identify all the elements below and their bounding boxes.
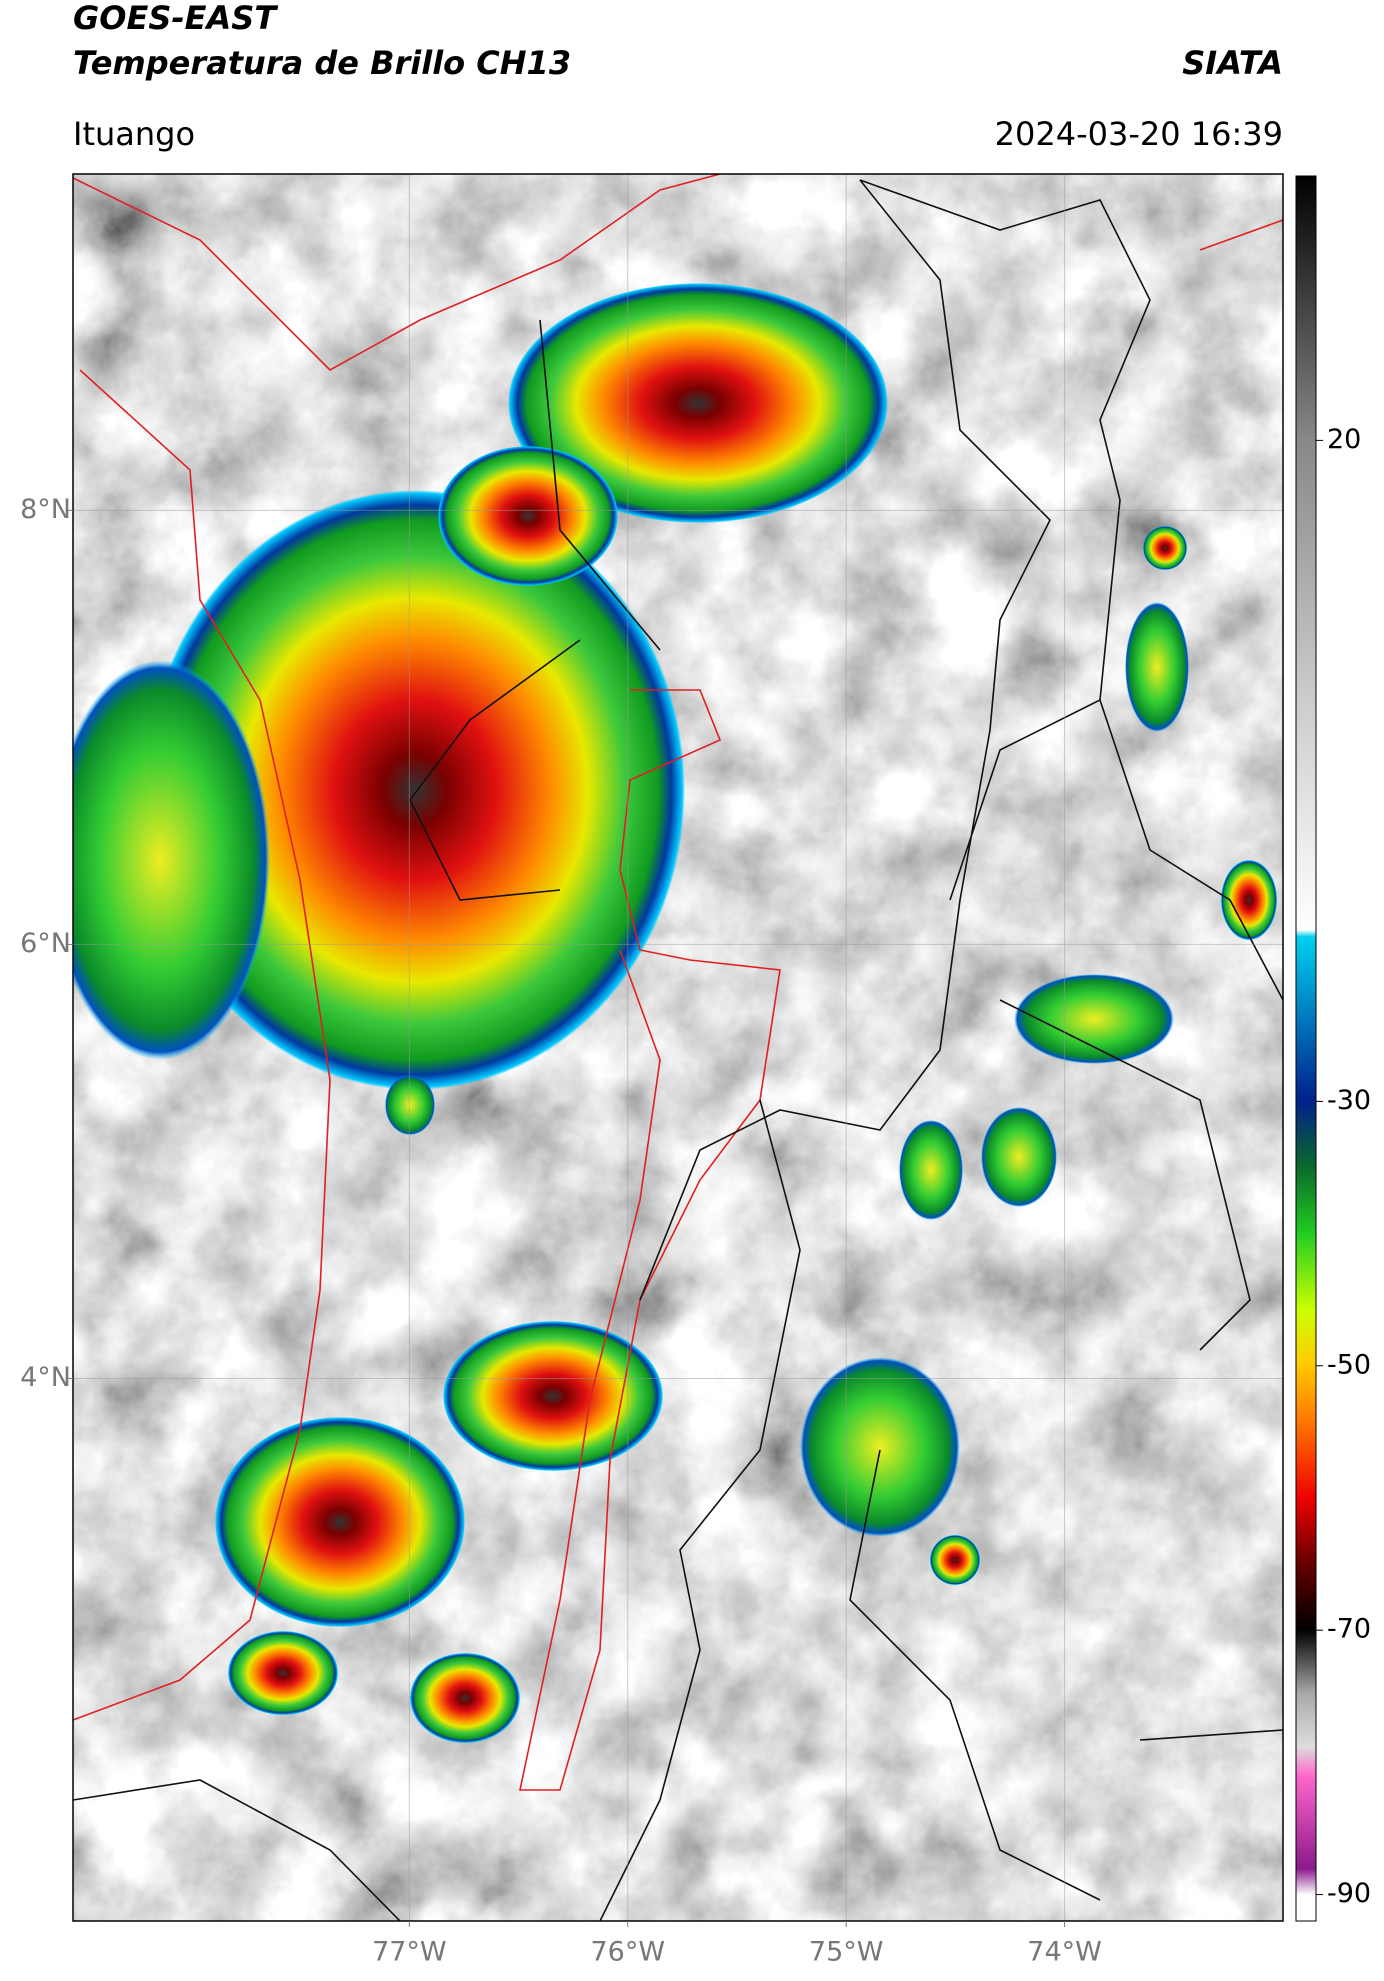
y-tick-label: 8°N	[20, 494, 71, 525]
colorbar	[1295, 175, 1317, 1922]
x-tick-label: 77°W	[372, 1937, 447, 1968]
colorbar-tick-label: -70	[1327, 1614, 1371, 1645]
title: GOES-EAST	[73, 0, 278, 37]
boundaries	[73, 174, 1283, 1921]
source: SIATA	[1182, 44, 1283, 82]
colorbar-tick-label: -30	[1327, 1085, 1371, 1116]
location: Ituango	[73, 115, 195, 153]
x-tick-label: 74°W	[1027, 1937, 1102, 1968]
colorbar-tick-label: 20	[1327, 424, 1361, 455]
y-tick-label: 4°N	[20, 1362, 71, 1393]
colorbar-tick-label: -90	[1327, 1878, 1371, 1909]
subtitle: Temperatura de Brillo CH13	[73, 44, 571, 82]
x-tick-label: 75°W	[809, 1937, 884, 1968]
convective-cells	[73, 283, 1277, 1743]
y-tick-label: 6°N	[20, 928, 71, 959]
map-frame	[72, 173, 1284, 1922]
datetime: 2024-03-20 16:39	[995, 115, 1283, 153]
map-image	[73, 174, 1283, 1921]
x-tick-label: 76°W	[590, 1937, 665, 1968]
graticule	[73, 174, 1283, 1921]
colorbar-tick-label: -50	[1327, 1349, 1371, 1380]
